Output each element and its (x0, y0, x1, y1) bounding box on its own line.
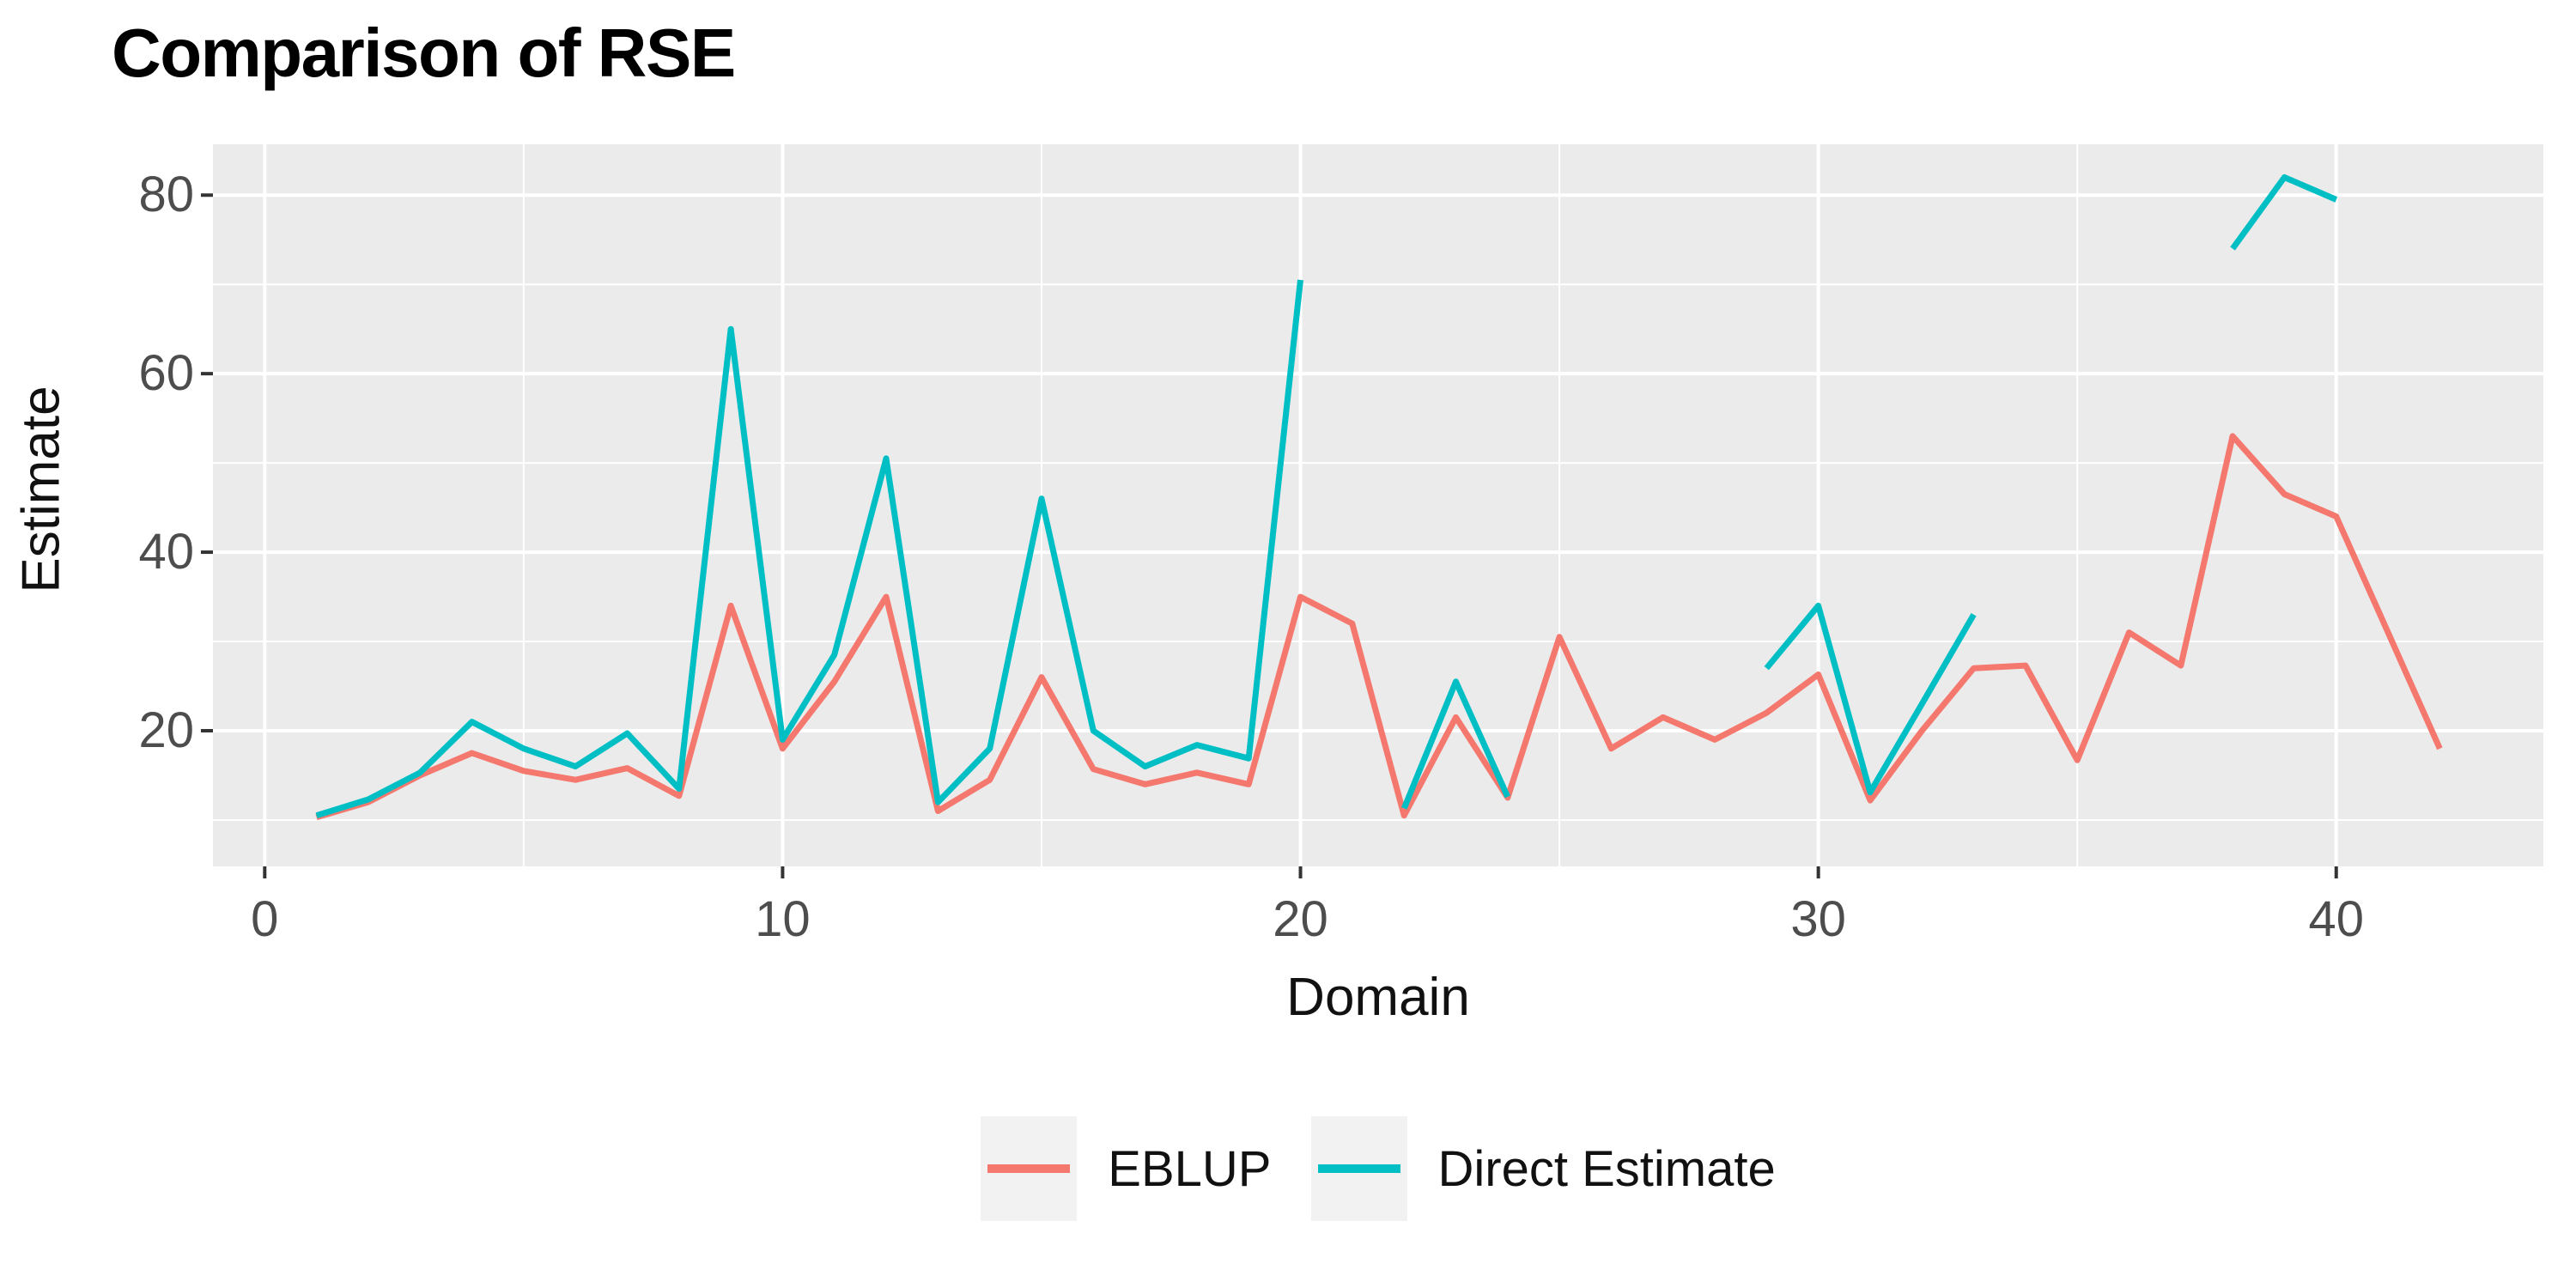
chart-title: Comparison of RSE (112, 15, 736, 91)
legend-item-eblup: EBLUP (981, 1116, 1272, 1221)
direct-estimate-line-swatch (1317, 1164, 1400, 1173)
y-tick-label: 80 (138, 167, 194, 223)
series-line-eblup (315, 433, 2443, 821)
y-tick-label: 20 (138, 702, 194, 758)
y-tick-label: 60 (138, 345, 194, 402)
legend-item-direct: Direct Estimate (1310, 1116, 1776, 1221)
legend: EBLUP Direct Estimate (213, 1116, 2543, 1221)
legend-label-eblup: EBLUP (1108, 1140, 1272, 1197)
legend-key-direct (1310, 1116, 1407, 1221)
series-line-direct-estimate (315, 174, 2338, 819)
eblup-line-swatch (987, 1164, 1071, 1173)
x-tick-label: 10 (755, 891, 811, 947)
x-axis-title: Domain (1286, 968, 1470, 1027)
panel-background (213, 144, 2543, 866)
y-axis-title: Estimate (11, 386, 71, 593)
x-tick-label: 40 (2308, 891, 2365, 947)
x-tick-label: 20 (1273, 891, 1328, 947)
legend-label-direct: Direct Estimate (1437, 1140, 1776, 1197)
x-tick-label: 0 (251, 891, 279, 947)
legend-key-eblup (981, 1116, 1078, 1221)
y-tick-label: 40 (138, 524, 194, 580)
x-tick-label: 30 (1790, 891, 1846, 947)
